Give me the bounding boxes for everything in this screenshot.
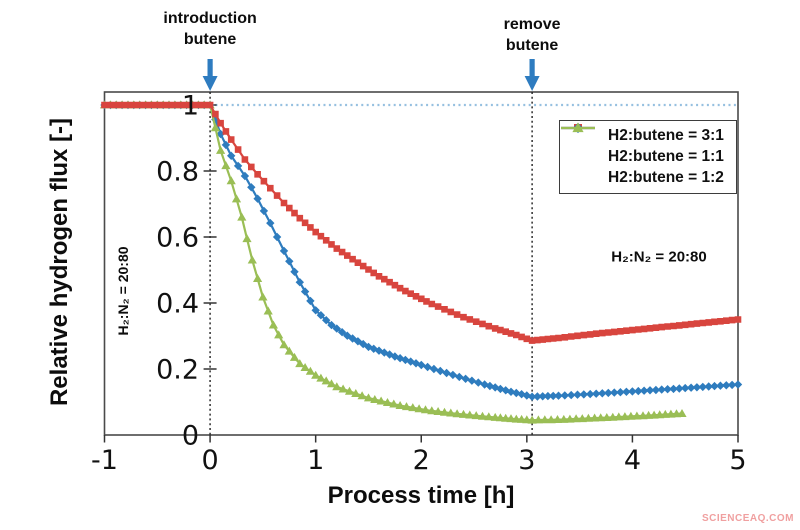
y-tick-label: 0 [182, 421, 199, 452]
legend-label: H2:butene = 1:1 [608, 148, 724, 165]
legend-swatch-svg [561, 122, 595, 133]
introduction-arrow-icon [202, 59, 218, 91]
legend-marker-green-triangle-icon [561, 122, 604, 185]
annotation-line: introduction [163, 10, 257, 27]
y-tick-label: 0.2 [156, 355, 199, 386]
y-tick-label: 0.6 [156, 223, 199, 254]
gas-ratio-label-right: H₂:N₂ = 20:80 [611, 248, 707, 266]
legend-label: H2:butene = 1:2 [608, 169, 724, 186]
y-tick-label: 0.8 [156, 157, 199, 188]
annotation-line: butene [183, 31, 237, 48]
x-tick-label: 0 [201, 445, 218, 476]
annotation-remove-butene: remove butene [504, 14, 561, 56]
watermark: SCIENCEAQ.COM [701, 513, 794, 524]
x-tick-label: -1 [91, 445, 118, 476]
legend: H2:butene = 3:1 H2:butene = 1:1 H2:buten… [559, 120, 737, 194]
legend-item: H2:butene = 1:2 [561, 122, 732, 187]
remove-arrow-icon [524, 59, 540, 91]
x-tick-label: 5 [729, 445, 746, 476]
x-tick-label: 2 [413, 445, 430, 476]
annotation-line: remove [503, 16, 561, 33]
x-tick-label: 3 [518, 445, 535, 476]
y-axis-title: Relative hydrogen flux [-] [46, 117, 73, 407]
legend-item: H2:butene = 1:1 [561, 122, 732, 166]
gas-ratio-label-left: H₂:N₂ = 20:80 [115, 246, 131, 336]
x-tick-label: 4 [624, 445, 641, 476]
y-tick-label: 0.4 [156, 289, 199, 320]
x-axis-title: Process time [h] [327, 482, 515, 509]
legend-marker [572, 122, 584, 133]
annotation-introduction-butene: introduction butene [163, 8, 256, 50]
x-tick-label: 1 [307, 445, 324, 476]
series-h2-butene-3-1 [101, 101, 742, 344]
annotation-line: butene [505, 37, 559, 54]
legend-marker-blue-diamond-icon [561, 122, 604, 164]
legend-label: H2:butene = 3:1 [608, 127, 724, 144]
y-tick-label: 1 [182, 91, 199, 122]
